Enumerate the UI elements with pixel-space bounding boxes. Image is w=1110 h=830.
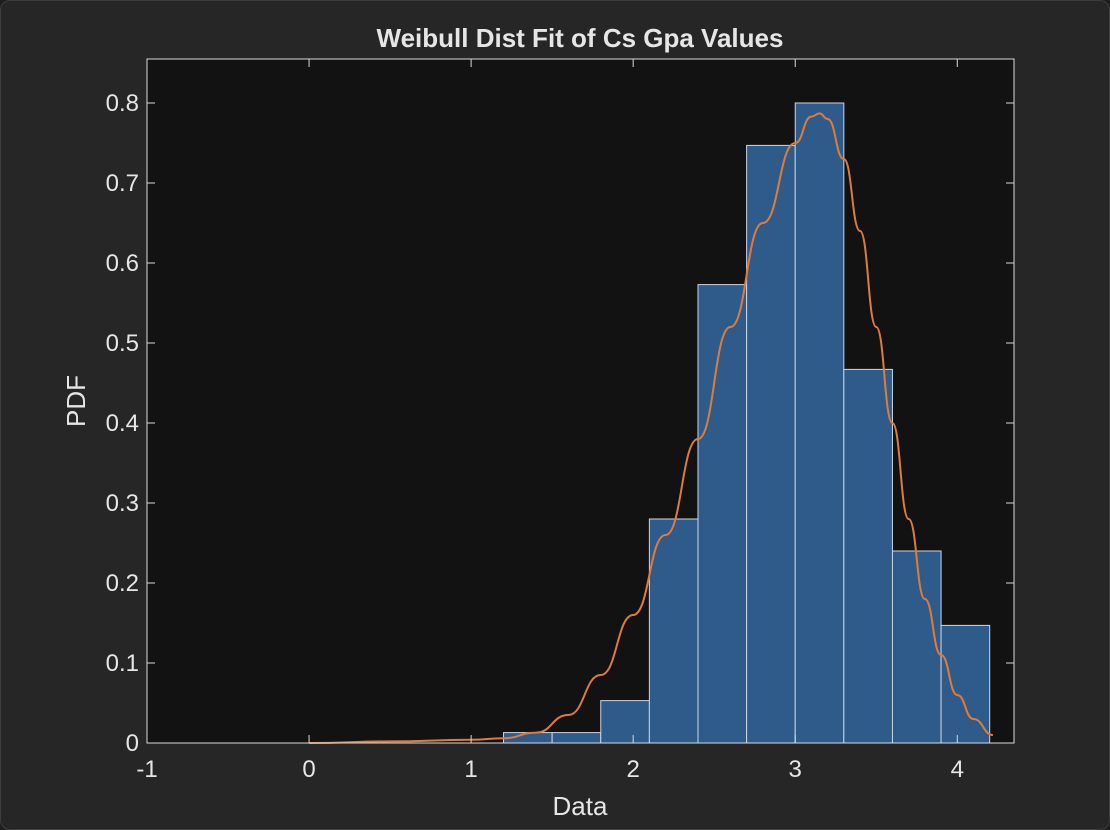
histogram-bar xyxy=(697,284,748,744)
y-tick-label: 0.2 xyxy=(106,570,139,597)
y-tick-label: 0.1 xyxy=(106,650,139,677)
histogram-bar xyxy=(600,700,650,744)
x-tick-label: 0 xyxy=(302,756,315,783)
histogram-bar xyxy=(843,368,893,744)
x-axis-label: Data xyxy=(553,791,608,821)
y-tick-label: 0.4 xyxy=(106,410,139,437)
y-tick-label: 0.6 xyxy=(106,250,139,277)
y-tick-label: 0 xyxy=(126,730,139,757)
y-axis-label: PDF xyxy=(61,375,91,427)
y-axis-ticks: 0 0.1 0.2 0.3 0.4 0.5 0.6 0.7 0.8 xyxy=(106,90,1014,757)
x-axis-ticks: -1 0 1 2 3 4 xyxy=(136,59,964,783)
histogram-bar xyxy=(794,102,845,744)
x-tick-label: -1 xyxy=(136,756,157,783)
weibull-fit-curve xyxy=(309,112,994,744)
x-tick-label: 1 xyxy=(464,756,477,783)
x-tick-label: 3 xyxy=(789,756,802,783)
histogram-bar xyxy=(891,550,942,744)
x-tick-label: 4 xyxy=(951,756,964,783)
y-tick-label: 0.7 xyxy=(106,170,139,197)
axes-frame xyxy=(146,58,1015,744)
histogram-bars xyxy=(503,102,991,744)
x-tick-label: 2 xyxy=(626,756,639,783)
y-tick-label: 0.5 xyxy=(106,330,139,357)
y-tick-label: 0.3 xyxy=(106,490,139,517)
y-tick-label: 0.8 xyxy=(106,90,139,117)
chart-title: Weibull Dist Fit of Cs Gpa Values xyxy=(377,23,784,53)
histogram-bar xyxy=(551,732,602,744)
histogram-bar xyxy=(648,518,699,744)
